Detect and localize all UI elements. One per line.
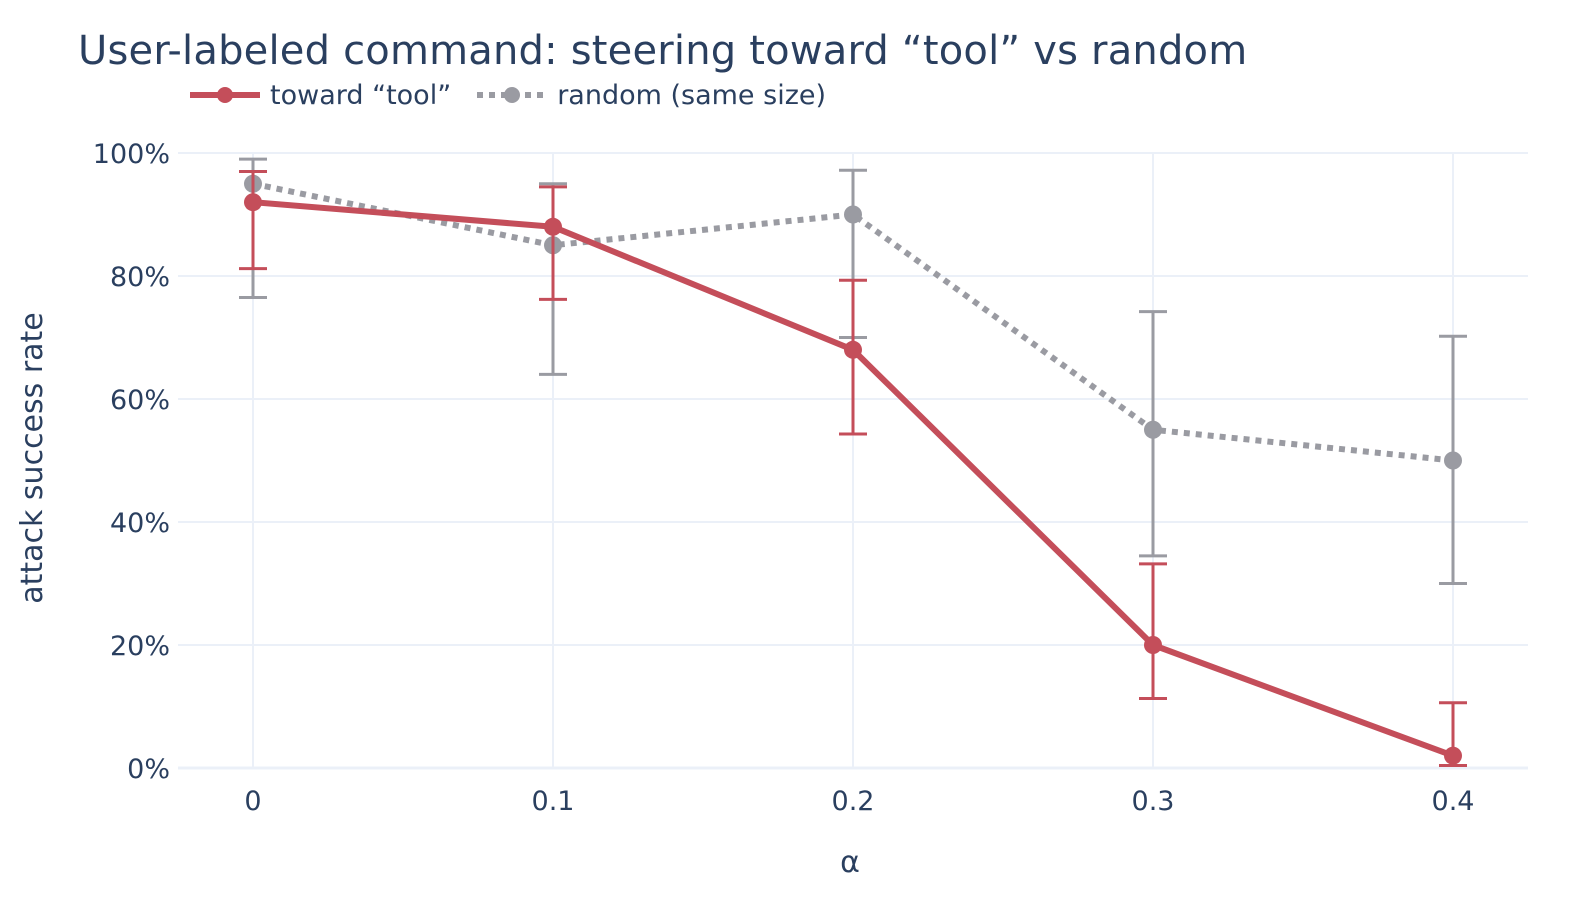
- y-axis-label: attack success rate: [15, 312, 50, 604]
- x-tick-label: 0.2: [832, 786, 875, 817]
- y-tick-label: 100%: [93, 139, 170, 170]
- series-line: [252, 180, 1454, 464]
- data-point: [1444, 451, 1462, 470]
- data-point: [1144, 420, 1162, 439]
- chart-title: User-labeled command: steering toward “t…: [78, 28, 1248, 74]
- data-point: [244, 193, 262, 212]
- data-point: [1144, 636, 1162, 654]
- y-tick-label: 0%: [127, 754, 170, 785]
- x-axis-label: α: [840, 845, 860, 880]
- data-point: [544, 236, 562, 255]
- y-tick-label: 60%: [110, 385, 170, 416]
- legend-label-toward-tool: toward “tool”: [270, 79, 452, 111]
- data-point: [1444, 746, 1462, 765]
- y-tick-label: 20%: [110, 631, 170, 662]
- y-tick-label: 80%: [110, 262, 170, 293]
- data-point: [544, 217, 562, 236]
- x-tick-label: 0.4: [1432, 786, 1475, 817]
- y-tick-label: 40%: [110, 508, 170, 539]
- legend-swatch-random: [477, 87, 548, 103]
- series-toward-tool: [239, 169, 1467, 768]
- legend-swatch-toward-tool: [190, 87, 260, 103]
- data-point: [244, 174, 262, 193]
- legend: toward “tool” random (same size): [186, 78, 848, 112]
- x-tick-label: 0: [244, 786, 261, 817]
- series-line: [252, 199, 1455, 759]
- legend-label-random: random (same size): [557, 79, 827, 111]
- data-point: [844, 205, 862, 224]
- x-tick-label: 0.3: [1132, 786, 1175, 817]
- legend-item-toward-tool[interactable]: toward “tool”: [186, 80, 451, 111]
- x-tick-label: 0.1: [532, 786, 575, 817]
- data-point: [844, 340, 862, 359]
- series-random: [239, 157, 1467, 585]
- legend-item-random[interactable]: random (same size): [473, 80, 826, 111]
